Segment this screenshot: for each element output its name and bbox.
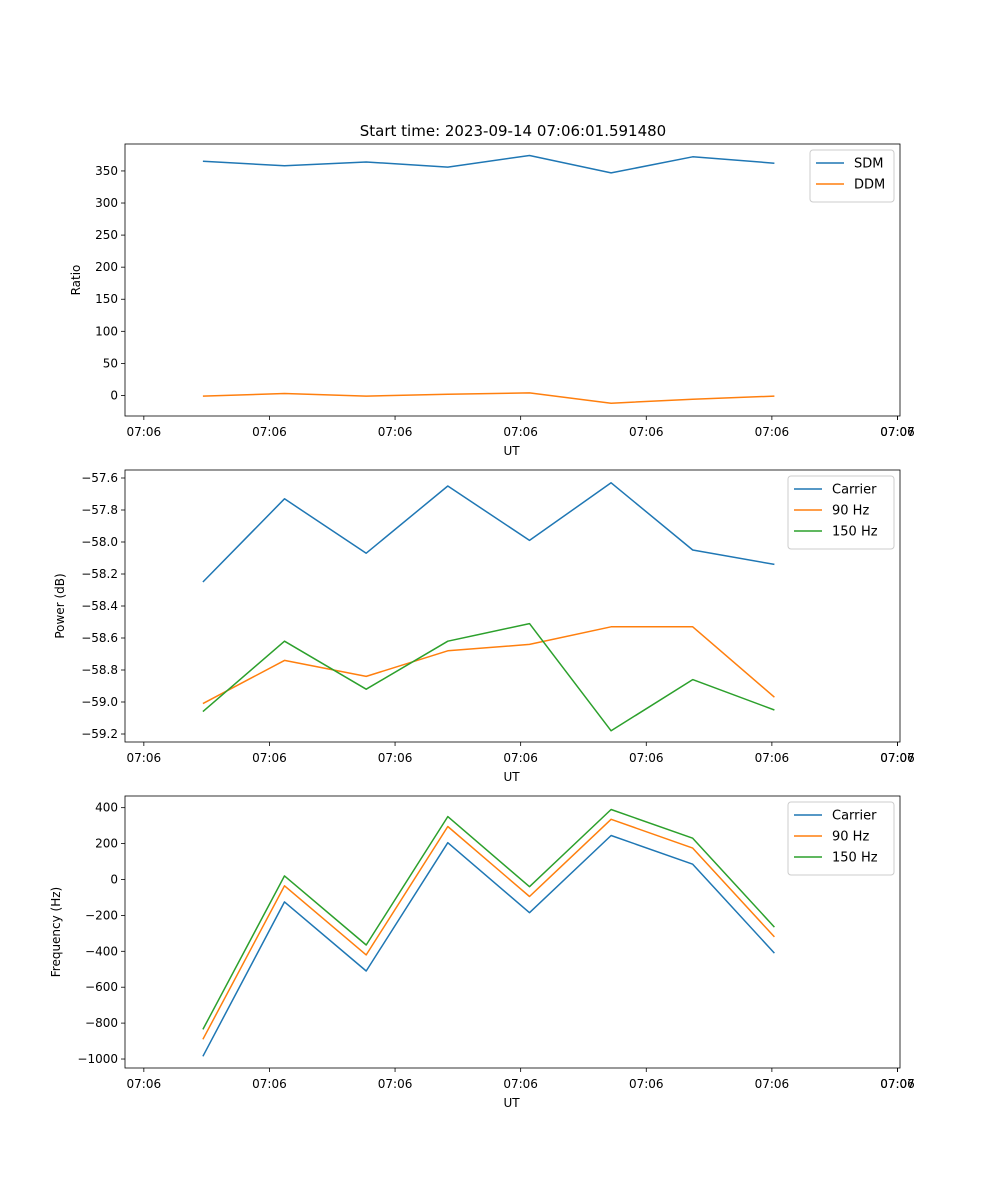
series-line-90-hz [202,818,775,1040]
chart-panel-2: 07:06 07:06 07:06 07:06 07:06 07:06 07:0607:07… [53,469,915,784]
x-tick-label: 07:06 [252,751,287,765]
series-line-150-hz [202,808,775,1030]
x-axis-label: UT [503,1096,520,1110]
figure-title: Start time: 2023-09-14 07:06:01.591480 [360,122,666,140]
x-tick-label: 07:06 [252,425,287,439]
x-tick-label: 07:06 [127,425,162,439]
y-tick-label: −58.0 [81,535,118,549]
x-axis-label: UT [503,770,520,784]
y-tick-label: −57.6 [81,471,118,485]
x-axis-label: UT [503,444,520,458]
legend: SDM DDM [809,149,895,203]
legend-label: SDM [854,157,883,172]
x-tick-label: 07:07 [880,425,915,439]
x-tick-label: 07:06 [629,1077,664,1091]
legend: Carrier 90 Hz 150 Hz [787,801,895,876]
x-tick-label: 07:06 [629,751,664,765]
x-tick-label: 07:06 [127,1077,162,1091]
x-tick-label: 07:06 [880,425,915,439]
y-tick-label: 150 [95,292,118,306]
y-tick-label: 200 [95,837,118,851]
legend-label: Carrier [832,809,877,824]
y-tick-label: −59.2 [81,727,118,741]
legend-label: 90 Hz [832,504,869,519]
x-tick-label: 07:06 [755,425,790,439]
x-tick-label: 07:06 [378,1077,413,1091]
y-tick-label: −59.0 [81,695,118,709]
series-line-ddm [202,392,775,404]
y-tick-label: −400 [85,944,118,958]
x-tick-label: 07:06 [503,1077,538,1091]
y-tick-label: 300 [95,196,118,210]
y-tick-label: −58.2 [81,567,118,581]
x-tick-label: 07:06 [755,751,790,765]
y-tick-label: −1000 [77,1052,118,1066]
legend-label: Carrier [832,483,877,498]
x-tick-label: 07:07 [880,751,915,765]
y-tick-label: −200 [85,908,118,922]
axes-frame [124,143,901,417]
y-tick-label: −58.8 [81,663,118,677]
y-tick-label: −600 [85,980,118,994]
x-tick-label: 07:06 [880,1077,915,1091]
x-tick-label: 07:06 [503,425,538,439]
legend: Carrier 90 Hz 150 Hz [787,475,895,550]
series-line-150-hz [202,622,775,732]
series-line-sdm [202,154,775,174]
x-tick-label: 07:06 [378,425,413,439]
legend-label: 150 Hz [832,525,878,540]
legend-label: DDM [854,178,885,193]
y-tick-label: 0 [110,872,118,886]
y-tick-label: −57.8 [81,503,118,517]
x-tick-label: 07:06 [755,1077,790,1091]
series-line-carrier [202,834,775,1057]
y-tick-label: −800 [85,1016,118,1030]
x-tick-label: 07:06 [378,751,413,765]
y-tick-label: 200 [95,260,118,274]
x-tick-label: 07:07 [880,1077,915,1091]
x-tick-label: 07:06 [127,751,162,765]
axes-frame [124,795,901,1069]
series-line-90-hz [202,626,775,705]
y-tick-label: 350 [95,164,118,178]
y-tick-label: 100 [95,324,118,338]
x-tick-label: 07:06 [252,1077,287,1091]
legend-label: 150 Hz [832,851,878,866]
legend-label: 90 Hz [832,830,869,845]
x-tick-label: 07:06 [880,751,915,765]
y-axis-label: Ratio [69,265,83,296]
y-axis-label: Power (dB) [53,573,67,638]
y-tick-label: 250 [95,228,118,242]
y-axis-label: Frequency (Hz) [49,887,63,978]
x-tick-label: 07:06 [503,751,538,765]
y-tick-label: 400 [95,801,118,815]
chart-panel-1: 07:06 07:06 07:06 07:06 07:06 07:06 07:0607:07… [69,143,915,458]
chart-panel-3: 07:06 07:06 07:06 07:06 07:06 07:06 07:0607:07… [49,795,915,1110]
y-tick-label: 50 [103,356,118,370]
y-tick-label: −58.4 [81,599,118,613]
x-tick-label: 07:06 [629,425,664,439]
y-tick-label: 0 [110,388,118,402]
y-tick-label: −58.6 [81,631,118,645]
series-line-carrier [202,482,775,583]
